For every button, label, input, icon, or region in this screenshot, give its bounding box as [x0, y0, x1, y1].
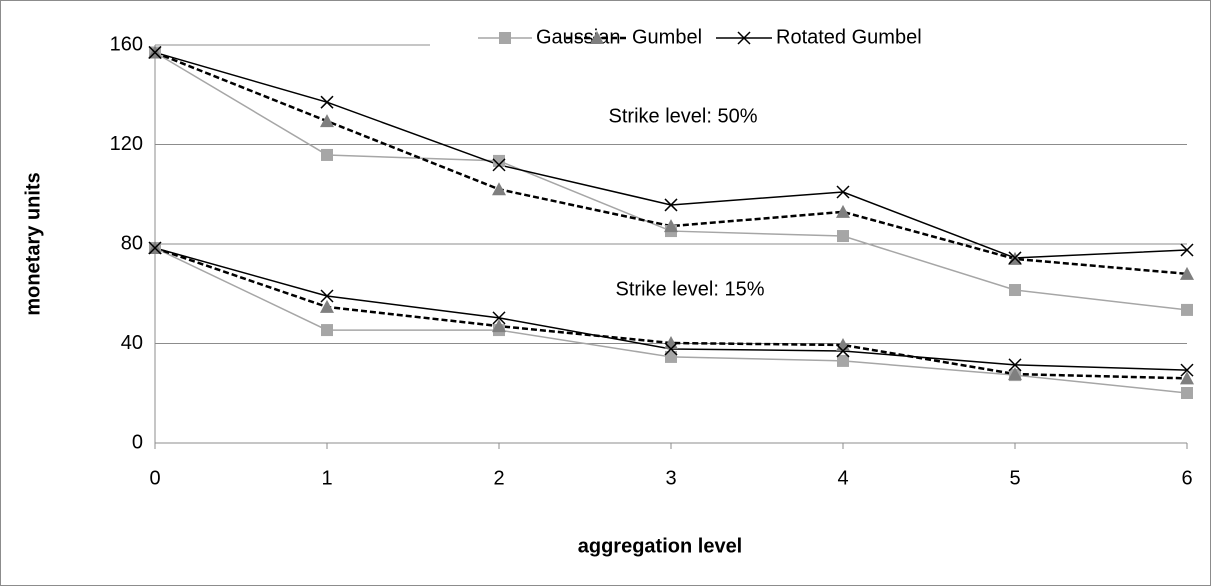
marker	[1181, 387, 1193, 400]
marker	[1180, 266, 1194, 280]
legend-background	[430, 18, 1190, 58]
marker	[1181, 303, 1193, 316]
marker	[1180, 371, 1194, 385]
marker	[1180, 363, 1194, 377]
legend-label: Gumbel	[632, 26, 702, 48]
x-tick-label: 6	[1181, 467, 1192, 489]
marker	[148, 241, 162, 255]
marker	[664, 342, 678, 356]
y-tick-label: 160	[110, 33, 143, 55]
marker	[1008, 358, 1022, 372]
marker	[1180, 243, 1194, 257]
annotation: Strike level: 15%	[616, 278, 765, 300]
annotation: Strike level: 50%	[609, 105, 758, 127]
marker	[1009, 284, 1021, 297]
marker	[320, 289, 334, 303]
marker	[836, 344, 850, 358]
y-axis-title: monetary units	[22, 172, 44, 315]
marker	[665, 350, 677, 363]
x-tick-label: 0	[149, 467, 160, 489]
x-tick-label: 3	[665, 467, 676, 489]
marker	[492, 319, 506, 333]
marker	[837, 354, 849, 367]
y-tick-label: 120	[110, 133, 143, 155]
x-tick-label: 2	[493, 467, 504, 489]
marker	[1008, 251, 1022, 265]
x-tick-label: 1	[321, 467, 332, 489]
legend-marker	[590, 31, 604, 44]
x-axis-title: aggregation level	[578, 535, 743, 557]
legend-label: Rotated Gumbel	[776, 26, 922, 48]
marker	[837, 230, 849, 243]
marker	[492, 311, 506, 325]
marker	[148, 45, 162, 59]
marker	[492, 182, 506, 196]
marker	[664, 219, 678, 233]
y-tick-label: 40	[121, 332, 143, 354]
x-tick-label: 4	[837, 467, 848, 489]
marker	[836, 185, 850, 199]
marker	[836, 204, 850, 218]
marker	[321, 148, 333, 161]
marker	[321, 324, 333, 337]
marker	[493, 154, 505, 167]
x-tick-label: 5	[1009, 467, 1020, 489]
marker	[492, 158, 506, 172]
legend-marker	[499, 32, 511, 44]
marker	[320, 95, 334, 109]
y-tick-label: 0	[132, 431, 143, 453]
marker	[1008, 367, 1022, 381]
legend-marker	[737, 31, 751, 45]
marker	[320, 114, 334, 128]
y-tick-label: 80	[121, 232, 143, 254]
marker	[664, 198, 678, 212]
marker	[320, 299, 334, 313]
